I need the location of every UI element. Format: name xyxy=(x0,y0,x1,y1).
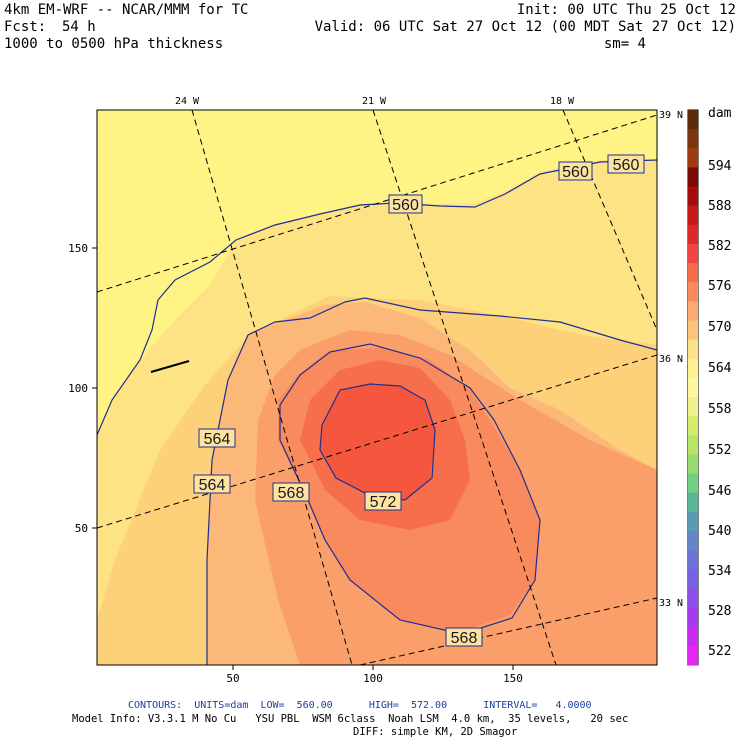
fill-572 xyxy=(320,384,435,500)
contour-label: 560 xyxy=(613,157,640,174)
meridian-21w xyxy=(372,110,557,665)
colorbar-segment xyxy=(688,645,698,666)
lat-lon-grid xyxy=(97,110,657,665)
model-title: 4km EM-WRF -- NCAR/MMM for TC xyxy=(4,2,249,18)
colorbar-label: 558 xyxy=(708,402,731,417)
colorbar-segment xyxy=(688,511,698,532)
colorbar-label: 564 xyxy=(708,361,732,376)
colorbar-segment xyxy=(688,435,698,456)
forecast-hour: 54 h xyxy=(62,19,96,35)
colorbar-segment xyxy=(688,301,698,322)
colorbar-label: 528 xyxy=(708,604,731,619)
latitude-labels: 39 N 36 N 33 N xyxy=(659,110,683,609)
parallel-33n xyxy=(359,597,657,665)
colorbar-label: 534 xyxy=(708,564,732,579)
contour-labels: 560 560 560 564 564 568 572 568 xyxy=(199,157,640,647)
valid-time: Valid: 06 UTC Sat 27 Oct 12 (00 MDT Sat … xyxy=(314,19,736,35)
contour-label: 560 xyxy=(562,164,589,181)
colorbar-segment xyxy=(688,397,698,417)
contour-label: 564 xyxy=(199,477,226,494)
colorbar-segment xyxy=(688,569,698,590)
colorbar-segment xyxy=(688,531,698,551)
colorbar-segment xyxy=(688,492,698,513)
colorbar-segment xyxy=(688,454,698,475)
meridian-24w xyxy=(191,110,353,665)
colorbar-labels: 594 588 582 576 570 564 558 552 546 540 … xyxy=(708,159,732,659)
colorbar-segment xyxy=(688,186,698,207)
model-info: Model Info: V3.3.1 M No Cu YSU PBL WSM 6… xyxy=(72,713,629,725)
y-tick-label: 100 xyxy=(68,382,88,395)
colorbar-segment xyxy=(688,320,698,341)
colorbar-label: 546 xyxy=(708,484,731,499)
colorbar-segment xyxy=(688,339,698,360)
contour-label: 568 xyxy=(451,630,478,647)
colorbar-label: 582 xyxy=(708,239,731,254)
smoothing-label: sm= 4 xyxy=(603,36,646,52)
contour-info: CONTOURS: UNITS=dam LOW= 560.00 HIGH= 57… xyxy=(128,700,592,711)
init-time: Init: 00 UTC Thu 25 Oct 12 xyxy=(516,2,736,18)
colorbar-segment xyxy=(688,243,698,264)
forecast-label: Fcst: xyxy=(4,19,47,35)
contour-label: 564 xyxy=(204,431,231,448)
grid-tick-labels: 50 100 150 150 100 50 xyxy=(68,242,523,685)
parallel-39n xyxy=(97,114,657,293)
colorbar-segment xyxy=(688,224,698,245)
lon-label-18w: 18 W xyxy=(550,96,575,107)
lat-label-33n: 33 N xyxy=(659,598,683,609)
lat-label-39n: 39 N xyxy=(659,110,683,121)
colorbar-label: 552 xyxy=(708,443,731,458)
axis-ticks xyxy=(92,247,514,670)
colorbar-segment xyxy=(688,205,698,226)
x-tick-label: 50 xyxy=(226,672,239,685)
colorbar-label: 522 xyxy=(708,644,731,659)
colorbar xyxy=(687,109,699,666)
colorbar-segments xyxy=(688,110,698,666)
colorbar-segment xyxy=(688,358,698,379)
lon-label-24w: 24 W xyxy=(175,96,200,107)
y-tick-label: 150 xyxy=(68,242,88,255)
colorbar-segment xyxy=(688,148,698,169)
colorbar-label: 540 xyxy=(708,524,731,539)
colorbar-label: 570 xyxy=(708,320,731,335)
contour-568 xyxy=(279,343,541,635)
lon-label-21w: 21 W xyxy=(362,96,387,107)
colorbar-unit: dam xyxy=(708,106,732,121)
colorbar-segment xyxy=(688,626,698,647)
colorbar-label: 576 xyxy=(708,279,731,294)
colorbar-segment xyxy=(688,550,698,570)
diff-info: DIFF: simple KM, 2D Smagor xyxy=(353,726,518,738)
colorbar-segment xyxy=(688,607,698,628)
lat-label-36n: 36 N xyxy=(659,354,683,365)
contour-572 xyxy=(319,383,436,501)
contour-560 xyxy=(97,159,657,436)
x-tick-label: 150 xyxy=(503,672,523,685)
contour-label: 568 xyxy=(278,485,305,502)
map-fill xyxy=(97,110,657,665)
colorbar-segment xyxy=(688,282,698,302)
wind-barb xyxy=(150,360,190,373)
colorbar-segment xyxy=(688,263,698,283)
colorbar-segment xyxy=(688,588,698,609)
x-tick-label: 100 xyxy=(363,672,383,685)
colorbar-segment xyxy=(688,167,698,188)
colorbar-segment xyxy=(688,110,698,130)
colorbar-segment xyxy=(688,473,698,494)
contour-label: 572 xyxy=(370,494,397,511)
colorbar-label: 594 xyxy=(708,159,732,174)
parallel-36n xyxy=(97,354,657,529)
longitude-labels: 24 W 21 W 18 W xyxy=(175,96,575,107)
contour-label: 560 xyxy=(392,197,419,214)
colorbar-segment xyxy=(688,129,698,149)
field-name: 1000 to 0500 hPa thickness xyxy=(4,36,224,52)
colorbar-segment xyxy=(688,416,698,436)
y-tick-label: 50 xyxy=(75,522,88,535)
colorbar-segment xyxy=(688,377,698,398)
colorbar-label: 588 xyxy=(708,199,731,214)
contour-label-boxes xyxy=(193,154,645,647)
